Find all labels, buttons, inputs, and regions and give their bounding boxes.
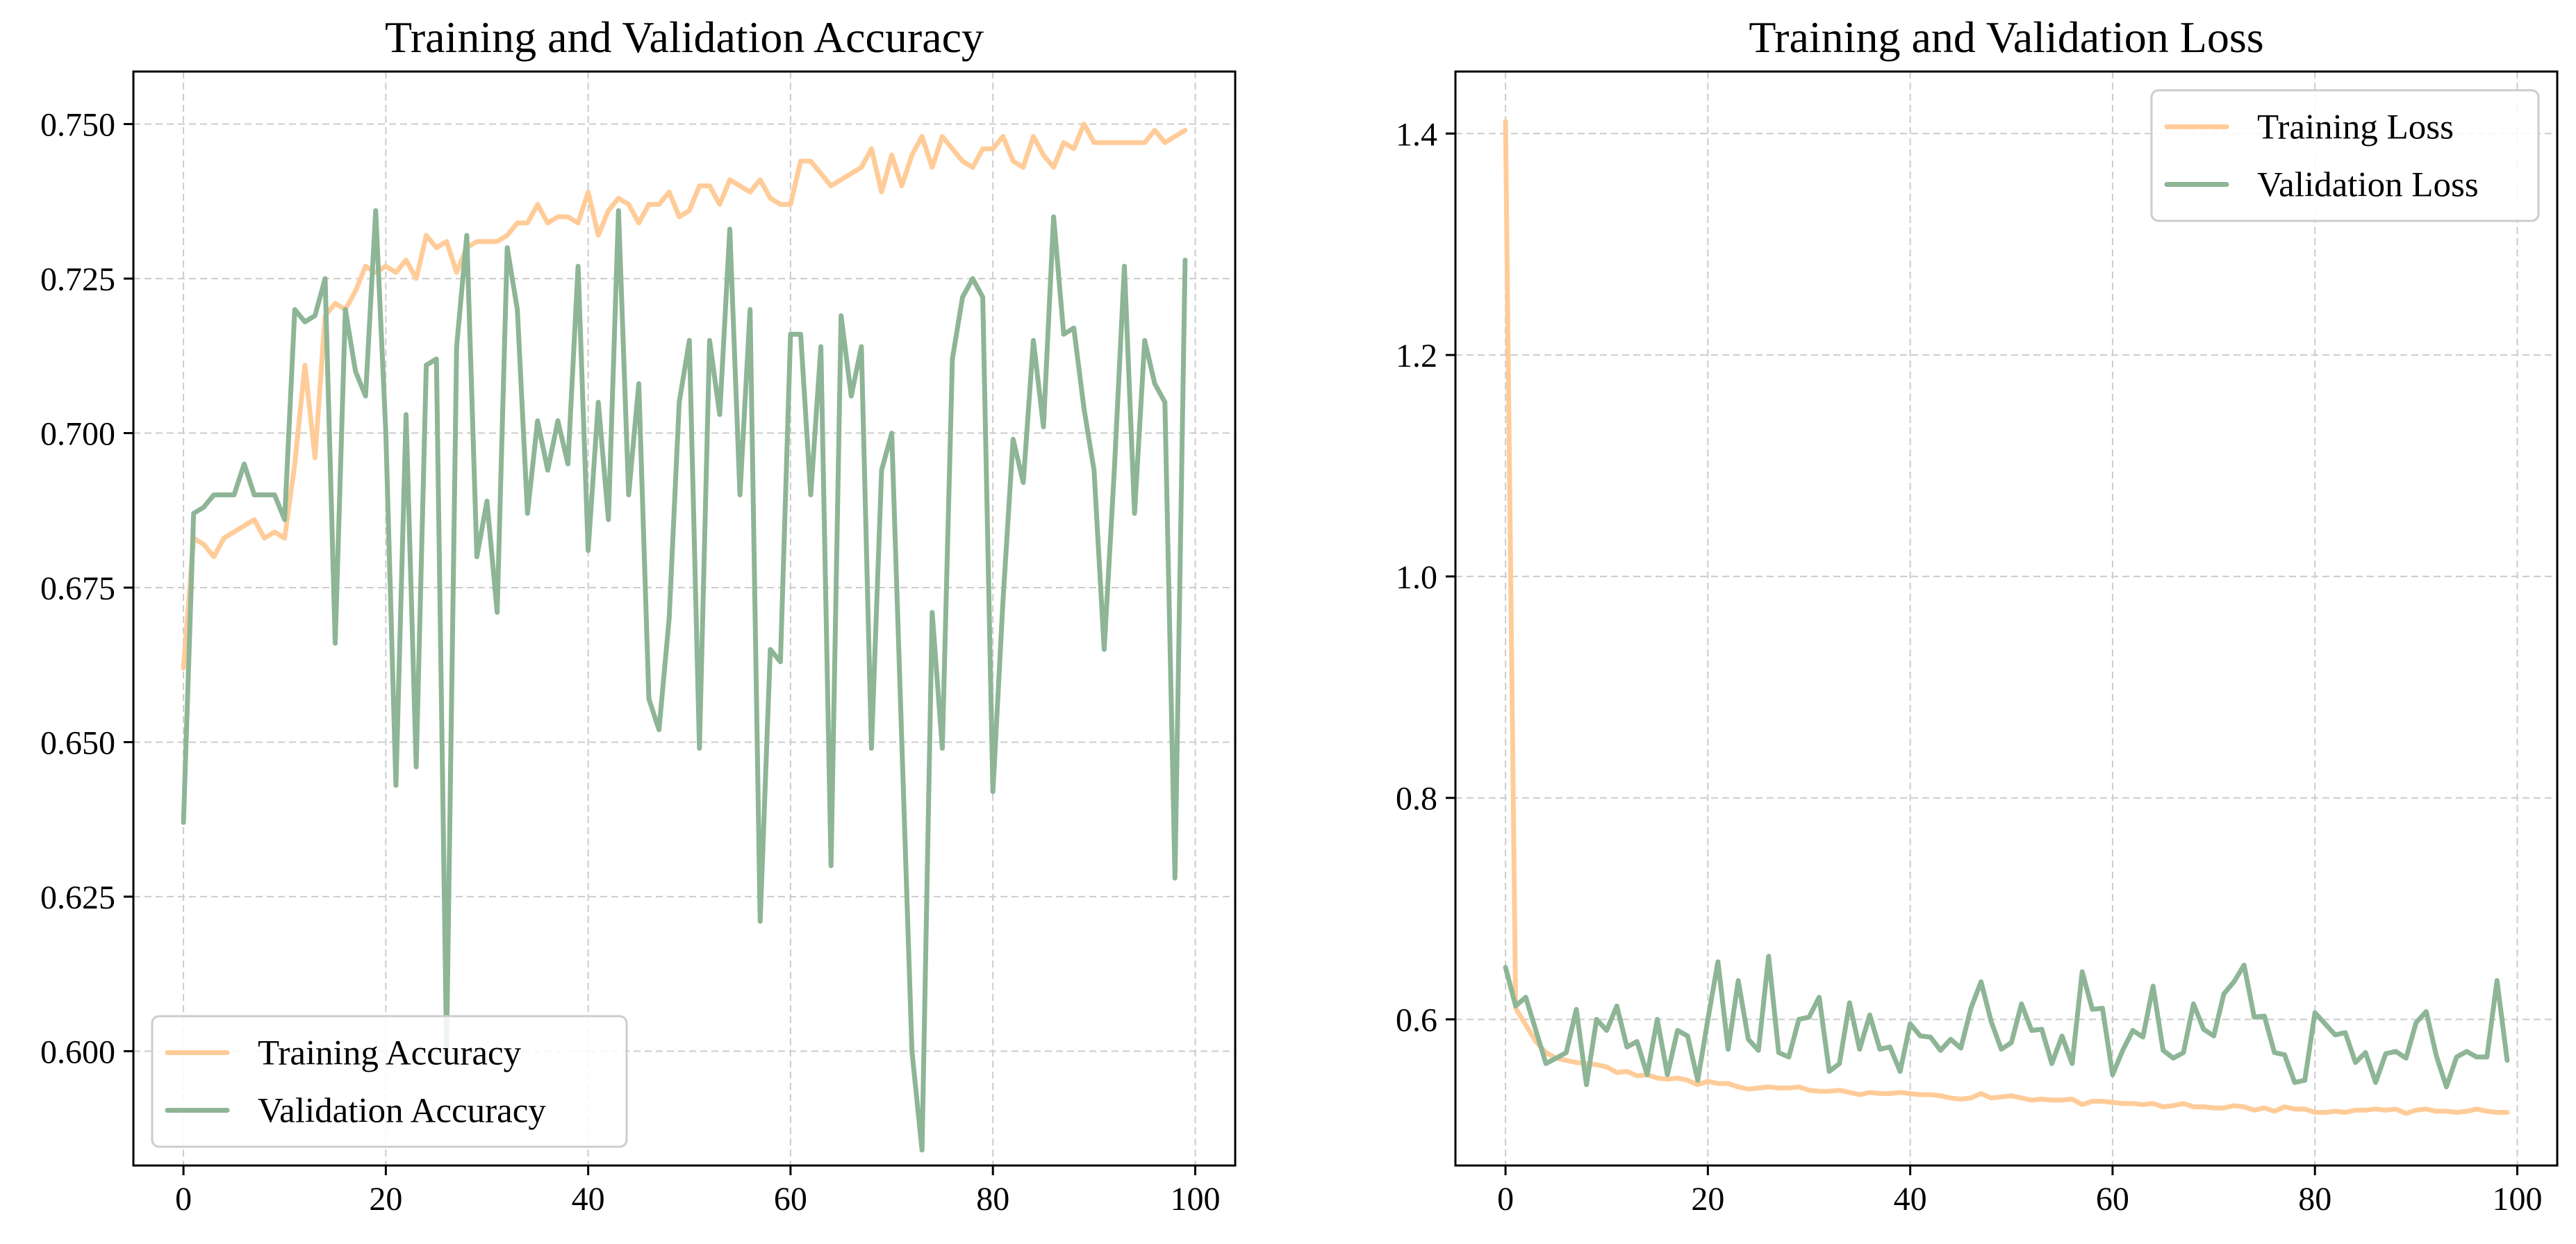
training-loss-line — [1503, 119, 2510, 1116]
accuracy-y-tick-label: 0.650 — [40, 724, 115, 761]
loss-x-tick-label: 40 — [1894, 1181, 1927, 1218]
accuracy-y-tick-label: 0.675 — [40, 570, 115, 607]
accuracy-plot-frame — [132, 70, 1237, 1167]
accuracy-x-tick-label: 100 — [1170, 1181, 1220, 1218]
training-accuracy-line — [181, 122, 1188, 671]
training-accuracy-legend-label: Training Accuracy — [258, 1034, 522, 1073]
training-loss-legend-label: Training Loss — [2257, 108, 2454, 147]
loss-y-tick-label: 0.6 — [1396, 1002, 1437, 1039]
loss-y-tick-label: 1.4 — [1396, 116, 1437, 153]
accuracy-x-tick-label: 40 — [572, 1181, 605, 1218]
accuracy-y-tick-label: 0.700 — [40, 416, 115, 453]
loss-x-tick-label: 80 — [2298, 1181, 2331, 1218]
accuracy-legend-frame — [151, 1015, 628, 1148]
loss-chart-title: Training and Validation Loss — [1749, 13, 2263, 62]
accuracy-y-tick-label: 0.600 — [40, 1034, 115, 1070]
loss-x-tick-label: 60 — [2096, 1181, 2129, 1218]
accuracy-x-tick-label: 20 — [369, 1181, 402, 1218]
loss-x-tick-label: 20 — [1691, 1181, 1724, 1218]
validation-loss-line — [1503, 954, 2510, 1090]
accuracy-chart-title: Training and Validation Accuracy — [385, 13, 984, 62]
validation-accuracy-legend-label: Validation Accuracy — [258, 1092, 546, 1131]
accuracy-x-tick-label: 0 — [175, 1181, 192, 1218]
loss-legend-frame — [2150, 89, 2540, 222]
loss-x-tick-label: 100 — [2492, 1181, 2542, 1218]
loss-y-tick-label: 1.0 — [1396, 559, 1437, 596]
accuracy-chart: 0 20 40 60 80 100 0.600 0.625 0.650 0.675 0.700 0.7… — [40, 13, 1237, 1218]
accuracy-y-tick-label: 0.625 — [40, 879, 115, 916]
validation-loss-legend-label: Validation Loss — [2257, 166, 2479, 205]
loss-legend: Training Loss Validation Loss — [2150, 89, 2540, 222]
accuracy-y-tick-label: 0.725 — [40, 261, 115, 298]
validation-accuracy-line — [181, 208, 1188, 1153]
accuracy-x-tick-label: 80 — [976, 1181, 1009, 1218]
loss-chart: 0 20 40 60 80 100 0.6 0.8 1.0 1.2 1.4 Training and… — [1396, 13, 2559, 1218]
accuracy-x-tick-label: 60 — [774, 1181, 807, 1218]
loss-x-tick-label: 0 — [1497, 1181, 1514, 1218]
loss-plot-frame — [1454, 70, 2559, 1167]
accuracy-y-tick-label: 0.750 — [40, 107, 115, 144]
loss-y-tick-label: 1.2 — [1396, 338, 1437, 374]
loss-y-tick-label: 0.8 — [1396, 781, 1437, 818]
accuracy-legend: Training Accuracy Validation Accuracy — [151, 1015, 628, 1148]
